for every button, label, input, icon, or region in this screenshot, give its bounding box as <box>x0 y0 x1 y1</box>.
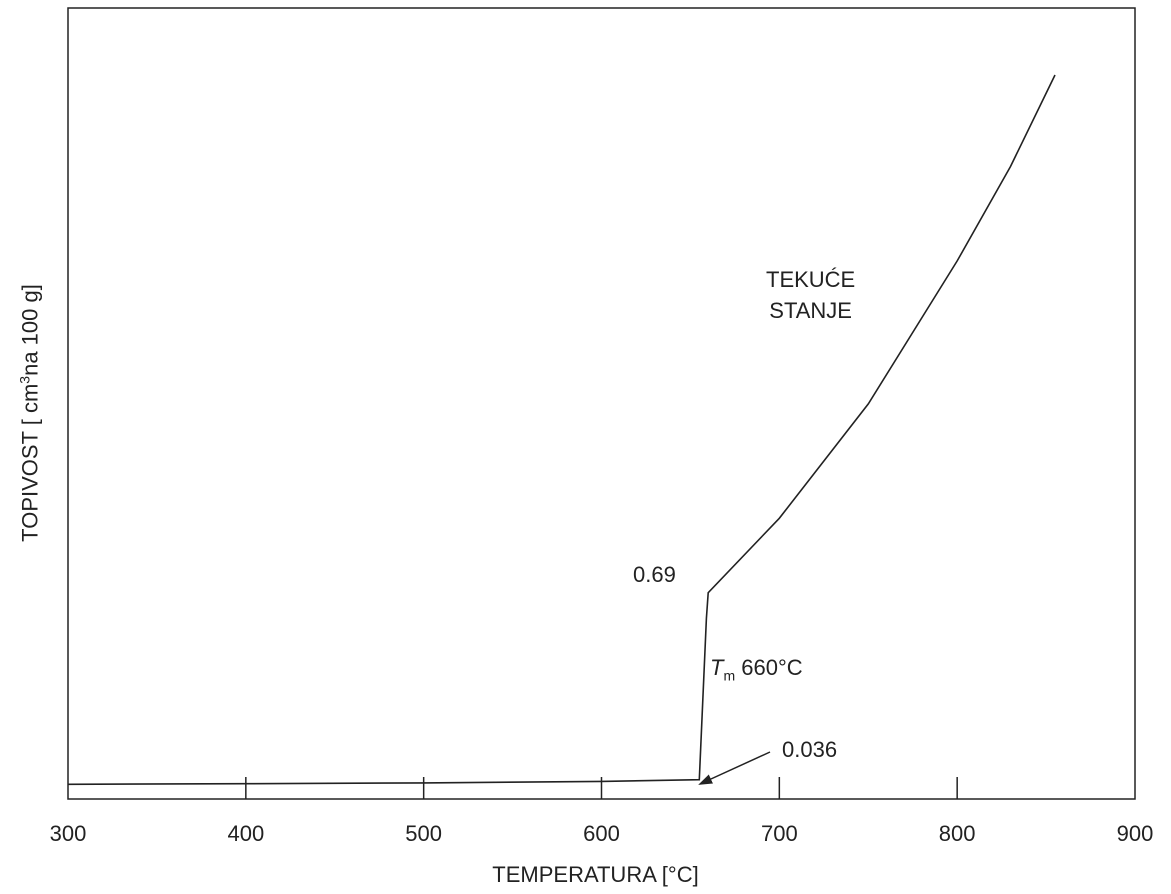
x-tick-label-900: 900 <box>1117 821 1154 846</box>
value-label-069: 0.69 <box>633 562 676 587</box>
liquid-state-label-line2: STANJE <box>769 298 852 323</box>
x-axis-label: TEMPERATURA [°C] <box>0 862 1171 888</box>
y-axis-label-sup: 3 <box>16 375 33 384</box>
x-tick-label-700: 700 <box>761 821 798 846</box>
liquid-state-label: TEKUĆE STANJE <box>766 264 855 326</box>
plot-frame <box>67 7 1136 800</box>
solubility-curve <box>67 74 1056 786</box>
x-axis-ticks <box>245 777 958 799</box>
x-axis-label-text: TEMPERATURA [°C] <box>492 862 699 887</box>
tm-symbol: T <box>710 655 724 680</box>
y-axis-label-main: TOPIVOST [ cm <box>17 383 43 542</box>
tm-value: 660°C <box>741 655 803 680</box>
liquid-state-label-line1: TEKUĆE <box>766 267 856 292</box>
x-tick-label-600: 600 <box>583 821 620 846</box>
x-tick-label-500: 500 <box>405 821 442 846</box>
melting-point-label: Tm 660°C <box>710 655 803 683</box>
arrow-0036 <box>698 751 771 785</box>
x-tick-label-800: 800 <box>939 821 976 846</box>
value-label-0036: 0.036 <box>782 737 838 762</box>
x-tick-label-300: 300 <box>50 821 87 846</box>
tm-subscript: m <box>723 667 736 684</box>
x-axis-tick-labels: 300 400 500 600 700 800 900 <box>50 821 1154 846</box>
y-axis-label-rest: na 100 g] <box>17 284 43 376</box>
y-axis-label: TOPIVOST [ cm3na 100 g] <box>8 0 52 894</box>
x-tick-label-400: 400 <box>227 821 264 846</box>
